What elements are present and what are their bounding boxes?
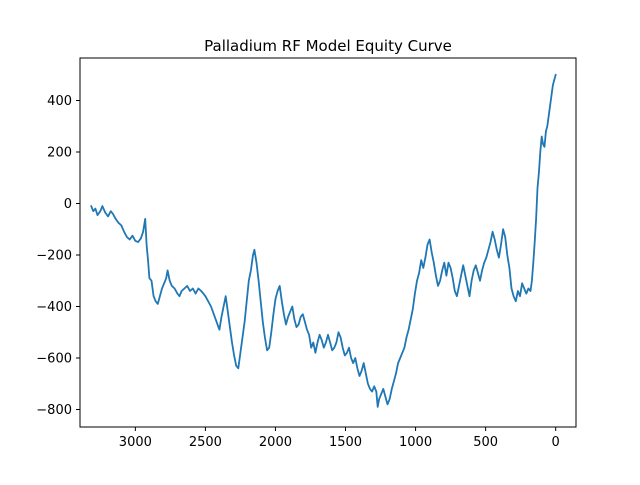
y-tick-label: 0 <box>64 197 72 212</box>
x-tick-label: 2000 <box>259 435 292 450</box>
y-tick-label: −800 <box>36 403 72 418</box>
y-tick-label: −200 <box>36 248 72 263</box>
y-tick-label: 400 <box>47 94 72 109</box>
y-tick-label: −400 <box>36 300 72 315</box>
chart-title: Palladium RF Model Equity Curve <box>204 37 452 55</box>
y-axis: 400 200 0 −200 −400 −600 −800 <box>36 94 80 418</box>
plot-area <box>90 73 557 408</box>
y-tick-label: −600 <box>36 351 72 366</box>
y-tick-label: 200 <box>47 145 72 160</box>
x-tick-label: 2500 <box>189 435 222 450</box>
x-tick-label: 1000 <box>399 435 432 450</box>
x-tick-label: 500 <box>473 435 498 450</box>
x-tick-label: 0 <box>552 435 560 450</box>
axes-frame <box>79 57 577 428</box>
x-tick-label: 3000 <box>119 435 152 450</box>
equity-curve-line <box>90 73 557 408</box>
x-tick-label: 1500 <box>329 435 362 450</box>
x-axis: 3000 2500 2000 1500 1000 500 0 <box>119 427 560 450</box>
